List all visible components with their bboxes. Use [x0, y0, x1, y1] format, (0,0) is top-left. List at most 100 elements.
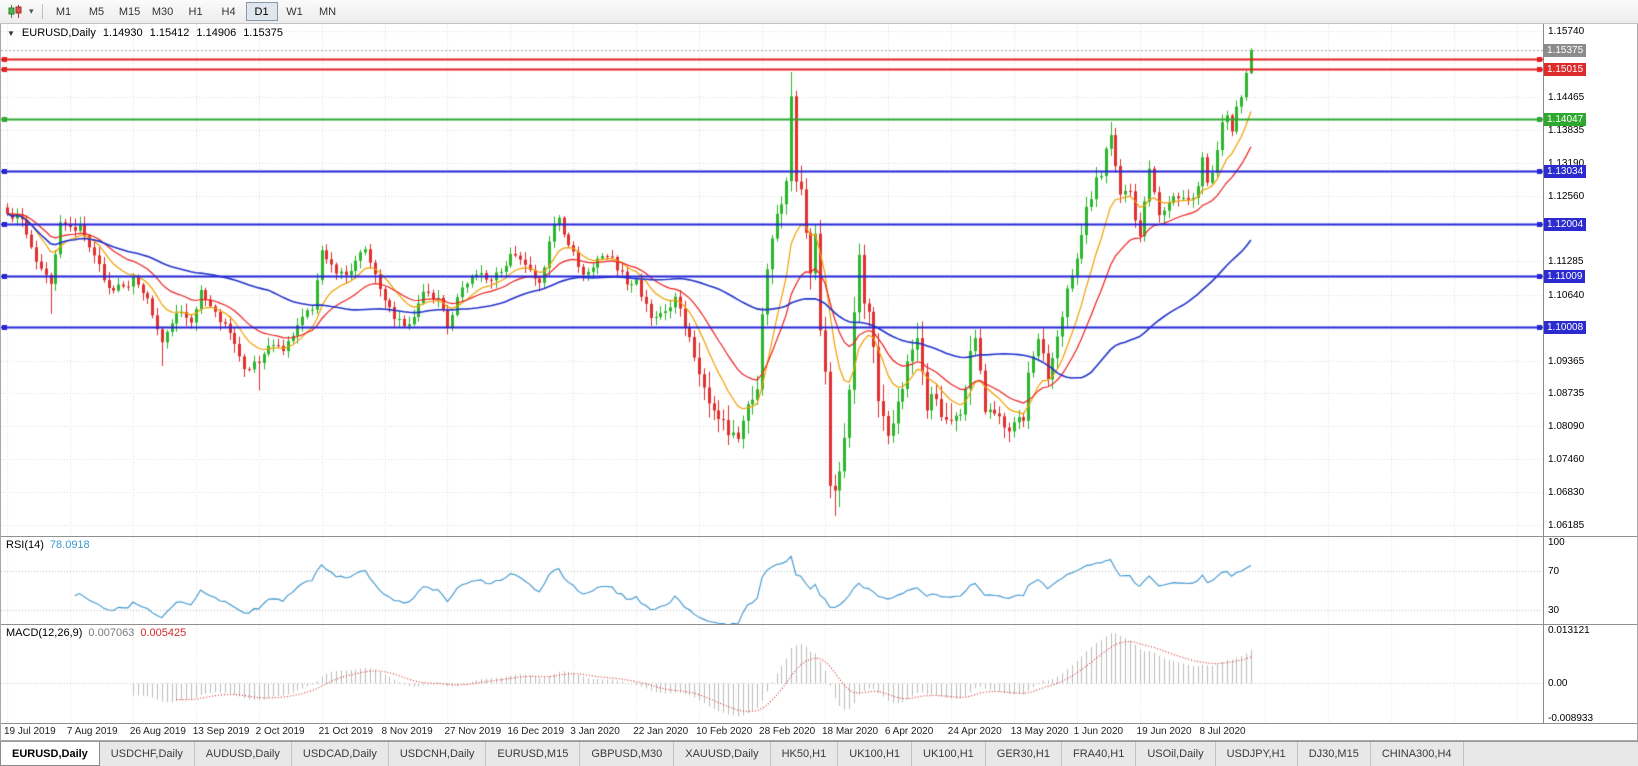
- price-axis-tick: 1.06830: [1548, 486, 1585, 498]
- rsi-name: RSI(14): [6, 539, 44, 551]
- rsi-axis-tick: 100: [1548, 537, 1565, 548]
- price-axis-tick: 1.13835: [1548, 124, 1585, 136]
- high-value: 1.15412: [149, 27, 190, 39]
- macd-axis-tick: 0.013121: [1548, 625, 1590, 636]
- candlestick-chart-icon: [8, 5, 22, 18]
- rsi-label-row: RSI(14) 78.0918: [6, 539, 90, 551]
- timeframe-buttons: M1 M5 M15 M30 H1 H4 D1 W1 MN: [48, 2, 344, 21]
- time-axis-label: 27 Nov 2019: [444, 726, 502, 737]
- time-axis-label: 19 Jul 2019: [4, 726, 56, 737]
- chart-type-dropdown[interactable]: ▾: [26, 3, 37, 21]
- time-axis-label: 26 Aug 2019: [129, 726, 186, 737]
- time-axis-label: 10 Feb 2020: [696, 726, 753, 737]
- macd-axis[interactable]: 0.013121 0.00 -0.008933: [1543, 625, 1637, 723]
- chart-tab-GBPUSD-M30[interactable]: GBPUSD,M30: [580, 742, 675, 766]
- chart-tab-USOil-Daily[interactable]: USOil,Daily: [1136, 742, 1216, 766]
- price-axis-tick: 1.10640: [1548, 289, 1585, 301]
- chart-tab-USDJPY-H1[interactable]: USDJPY,H1: [1215, 742, 1298, 766]
- collapse-icon[interactable]: ▼: [7, 28, 15, 38]
- time-axis-label: 13 Sep 2019: [192, 726, 250, 737]
- macd-name: MACD(12,26,9): [6, 627, 83, 639]
- chart-tab-USDCAD-Daily[interactable]: USDCAD,Daily: [291, 742, 389, 766]
- time-axis-label: 16 Dec 2019: [507, 726, 565, 737]
- close-value: 1.15375: [243, 27, 283, 39]
- time-axis[interactable]: 19 Jul 2019 7 Aug 2019 26 Aug 2019 13 Sep 2…: [1, 723, 1637, 740]
- time-axis-label: 24 Apr 2020: [947, 726, 1002, 737]
- timeframe-button-M15[interactable]: M15: [118, 5, 141, 18]
- timeframe-button-M30[interactable]: M30: [151, 5, 174, 18]
- rsi-axis-tick: 30: [1548, 604, 1560, 616]
- chart-tab-GER30-H1[interactable]: GER30,H1: [985, 742, 1062, 766]
- time-axis-label: 22 Jan 2020: [633, 726, 689, 737]
- time-axis-label: 28 Feb 2020: [759, 726, 816, 737]
- symbol-label: EURUSD,Daily: [21, 27, 96, 39]
- macd-panel: MACD(12,26,9) 0.007063 0.005425 0.013121…: [1, 624, 1637, 723]
- toolbar-separator: [41, 4, 43, 19]
- chart-tab-USDCNH-Daily[interactable]: USDCNH,Daily: [388, 742, 487, 766]
- rsi-axis-tick: 70: [1548, 565, 1560, 577]
- chevron-down-icon: ▾: [29, 6, 34, 16]
- open-value: 1.14930: [102, 27, 143, 39]
- chart-tab-bar: EURUSD,Daily USDCHF,Daily AUDUSD,Daily USDC…: [0, 741, 1638, 766]
- time-axis-label: 8 Jul 2020: [1199, 726, 1246, 737]
- chart-tab-USDCHF-Daily[interactable]: USDCHF,Daily: [99, 742, 195, 766]
- low-value: 1.14906: [196, 27, 237, 39]
- price-panel: ▼ EURUSD,Daily 1.14930 1.15412 1.14906 1…: [1, 24, 1637, 536]
- price-axis-tick: 1.11285: [1548, 256, 1584, 268]
- macd-main-value: 0.007063: [88, 627, 135, 639]
- chart-tab-XAUUSD-Daily[interactable]: XAUUSD,Daily: [674, 742, 771, 766]
- rsi-axis[interactable]: 100 70 30: [1543, 537, 1637, 624]
- price-axis-tick: 1.15740: [1548, 26, 1585, 38]
- chart-tab-DJ30-M15[interactable]: DJ30,M15: [1297, 742, 1371, 766]
- timeframe-button-H1[interactable]: H1: [188, 5, 203, 18]
- price-axis-tick: 1.13190: [1548, 157, 1585, 169]
- timeframe-button-M1[interactable]: M1: [55, 5, 72, 18]
- macd-label-row: MACD(12,26,9) 0.007063 0.005425: [6, 627, 186, 639]
- timeframe-button-W1[interactable]: W1: [286, 5, 303, 18]
- chart-tab-EURUSD-M15[interactable]: EURUSD,M15: [486, 742, 581, 766]
- timeframe-button-M5[interactable]: M5: [88, 5, 105, 18]
- macd-signal-value: 0.005425: [140, 627, 187, 639]
- price-axis-tick: 1.12560: [1548, 190, 1585, 202]
- chart-tab-CHINA300-H4[interactable]: CHINA300,H4: [1370, 742, 1464, 766]
- chart-tab-EURUSD-Daily[interactable]: EURUSD,Daily: [0, 742, 100, 766]
- time-axis-label: 2 Oct 2019: [255, 726, 305, 737]
- chart-type-button[interactable]: [5, 3, 26, 21]
- rsi-canvas[interactable]: [1, 537, 1544, 624]
- price-line-label: 1.12004: [1544, 218, 1587, 232]
- price-axis-tick: 1.14465: [1548, 92, 1585, 104]
- chart-window: ▼ EURUSD,Daily 1.14930 1.15412 1.14906 1…: [0, 24, 1638, 741]
- chart-tab-FRA40-H1[interactable]: FRA40,H1: [1061, 742, 1137, 766]
- chart-tab-UK100-H1[interactable]: UK100,H1: [912, 742, 986, 766]
- price-axis-tick: 1.08735: [1548, 388, 1585, 400]
- macd-axis-tick: 0.00: [1548, 678, 1568, 690]
- price-line-label: 1.15375: [1544, 44, 1587, 58]
- price-axis[interactable]: 1.15740 1.14465 1.13835 1.13190 1.12560 1.112…: [1543, 24, 1637, 536]
- price-line-label: 1.14047: [1544, 112, 1587, 126]
- price-line-label: 1.10008: [1544, 321, 1587, 335]
- price-axis-tick: 1.07460: [1548, 454, 1585, 466]
- time-axis-label: 3 Jan 2020: [570, 726, 620, 737]
- macd-canvas[interactable]: [1, 625, 1544, 723]
- price-axis-tick: 1.08090: [1548, 421, 1585, 433]
- timeframe-toolbar: ▾ M1 M5 M15 M30 H1 H4 D1 W1 MN: [0, 0, 1638, 24]
- chart-header: ▼ EURUSD,Daily 1.14930 1.15412 1.14906 1…: [7, 27, 283, 39]
- time-axis-label: 18 Mar 2020: [821, 726, 879, 737]
- macd-axis-tick: -0.008933: [1548, 713, 1594, 723]
- rsi-value: 78.0918: [49, 539, 90, 551]
- price-line-label: 1.13034: [1544, 165, 1587, 179]
- rsi-panel: RSI(14) 78.0918 100 70 30: [1, 536, 1637, 624]
- time-axis-label: 19 Jun 2020: [1136, 726, 1192, 737]
- time-axis-label: 21 Oct 2019: [318, 726, 374, 737]
- price-axis-tick: 1.09365: [1548, 355, 1585, 367]
- timeframe-button-MN[interactable]: MN: [318, 5, 337, 18]
- timeframe-button-H4[interactable]: H4: [221, 5, 236, 18]
- chart-tab-HK50-H1[interactable]: HK50,H1: [770, 742, 839, 766]
- time-axis-label: 7 Aug 2019: [66, 726, 118, 737]
- chart-tab-AUDUSD-Daily[interactable]: AUDUSD,Daily: [194, 742, 292, 766]
- price-chart-canvas[interactable]: [1, 24, 1544, 536]
- time-axis-label: 1 Jun 2020: [1073, 726, 1124, 737]
- chart-tab-UK100-H1[interactable]: UK100,H1: [838, 742, 913, 766]
- price-line-label: 1.15015: [1544, 62, 1587, 76]
- timeframe-button-D1[interactable]: D1: [245, 2, 278, 21]
